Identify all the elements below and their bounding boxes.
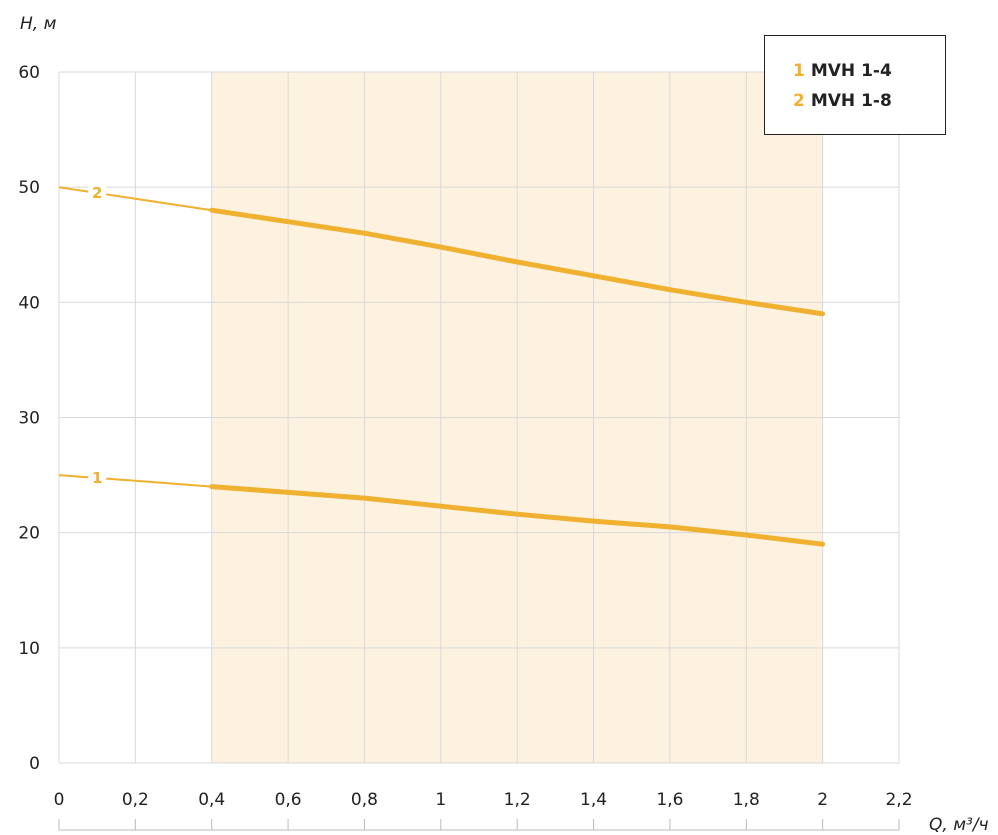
series-2-extension-line <box>58 186 212 212</box>
x-tick-label: 2,2 <box>885 790 912 810</box>
x-tick-label: 1 <box>435 790 446 810</box>
x-axis-title: Q, м³/ч <box>929 815 989 835</box>
x-tick-label: 2 <box>817 790 828 810</box>
legend-label-2: MVH 1-8 <box>810 91 892 111</box>
y-tick-label: 30 <box>18 409 40 429</box>
legend-entry-2: 2 MVH 1-8 <box>793 86 945 116</box>
x-tick-label: 0,8 <box>351 790 378 810</box>
y-tick-label: 60 <box>18 63 40 83</box>
legend-number-2: 2 <box>793 91 805 111</box>
series-1-extension-line <box>58 474 212 488</box>
series-2-curve-label: 2 <box>92 184 102 202</box>
x-tick-label: 1,2 <box>504 790 531 810</box>
y-tick-label: 40 <box>18 293 40 313</box>
x-tick-label: 0,2 <box>122 790 149 810</box>
series-1-curve-label: 1 <box>92 469 102 487</box>
y-axis-title: H, м <box>20 14 57 34</box>
series-2-label-bg <box>88 182 107 201</box>
y-tick-label: 50 <box>18 178 40 198</box>
y-tick-label: 20 <box>18 524 40 544</box>
axis-ticks: 0 0,2 0,4 0,6 0,8 1 1,2 1,4 1,6 1,8 2 2,2 0 10 20 30 40 5… <box>18 63 913 831</box>
y-tick-label: 10 <box>18 639 40 659</box>
legend-entry-1: 1 MVH 1-4 <box>793 56 945 86</box>
curves: 12 <box>58 182 826 547</box>
legend: 1 MVH 1-4 2 MVH 1-8 <box>764 35 946 135</box>
series-1-line <box>209 484 826 547</box>
y-tick-label: 0 <box>29 754 40 774</box>
series-2-line <box>209 207 826 317</box>
x-tick-label: 1,4 <box>580 790 607 810</box>
x-tick-label: 1,8 <box>733 790 760 810</box>
series-1-label-bg <box>88 467 107 486</box>
legend-label-1: MVH 1-4 <box>810 61 892 81</box>
gridlines <box>58 71 900 764</box>
x-tick-label: 1,6 <box>656 790 683 810</box>
legend-number-1: 1 <box>793 61 805 81</box>
x-tick-label: 0,6 <box>275 790 302 810</box>
x-tick-label: 0 <box>54 790 65 810</box>
x-tick-label: 0,4 <box>198 790 225 810</box>
